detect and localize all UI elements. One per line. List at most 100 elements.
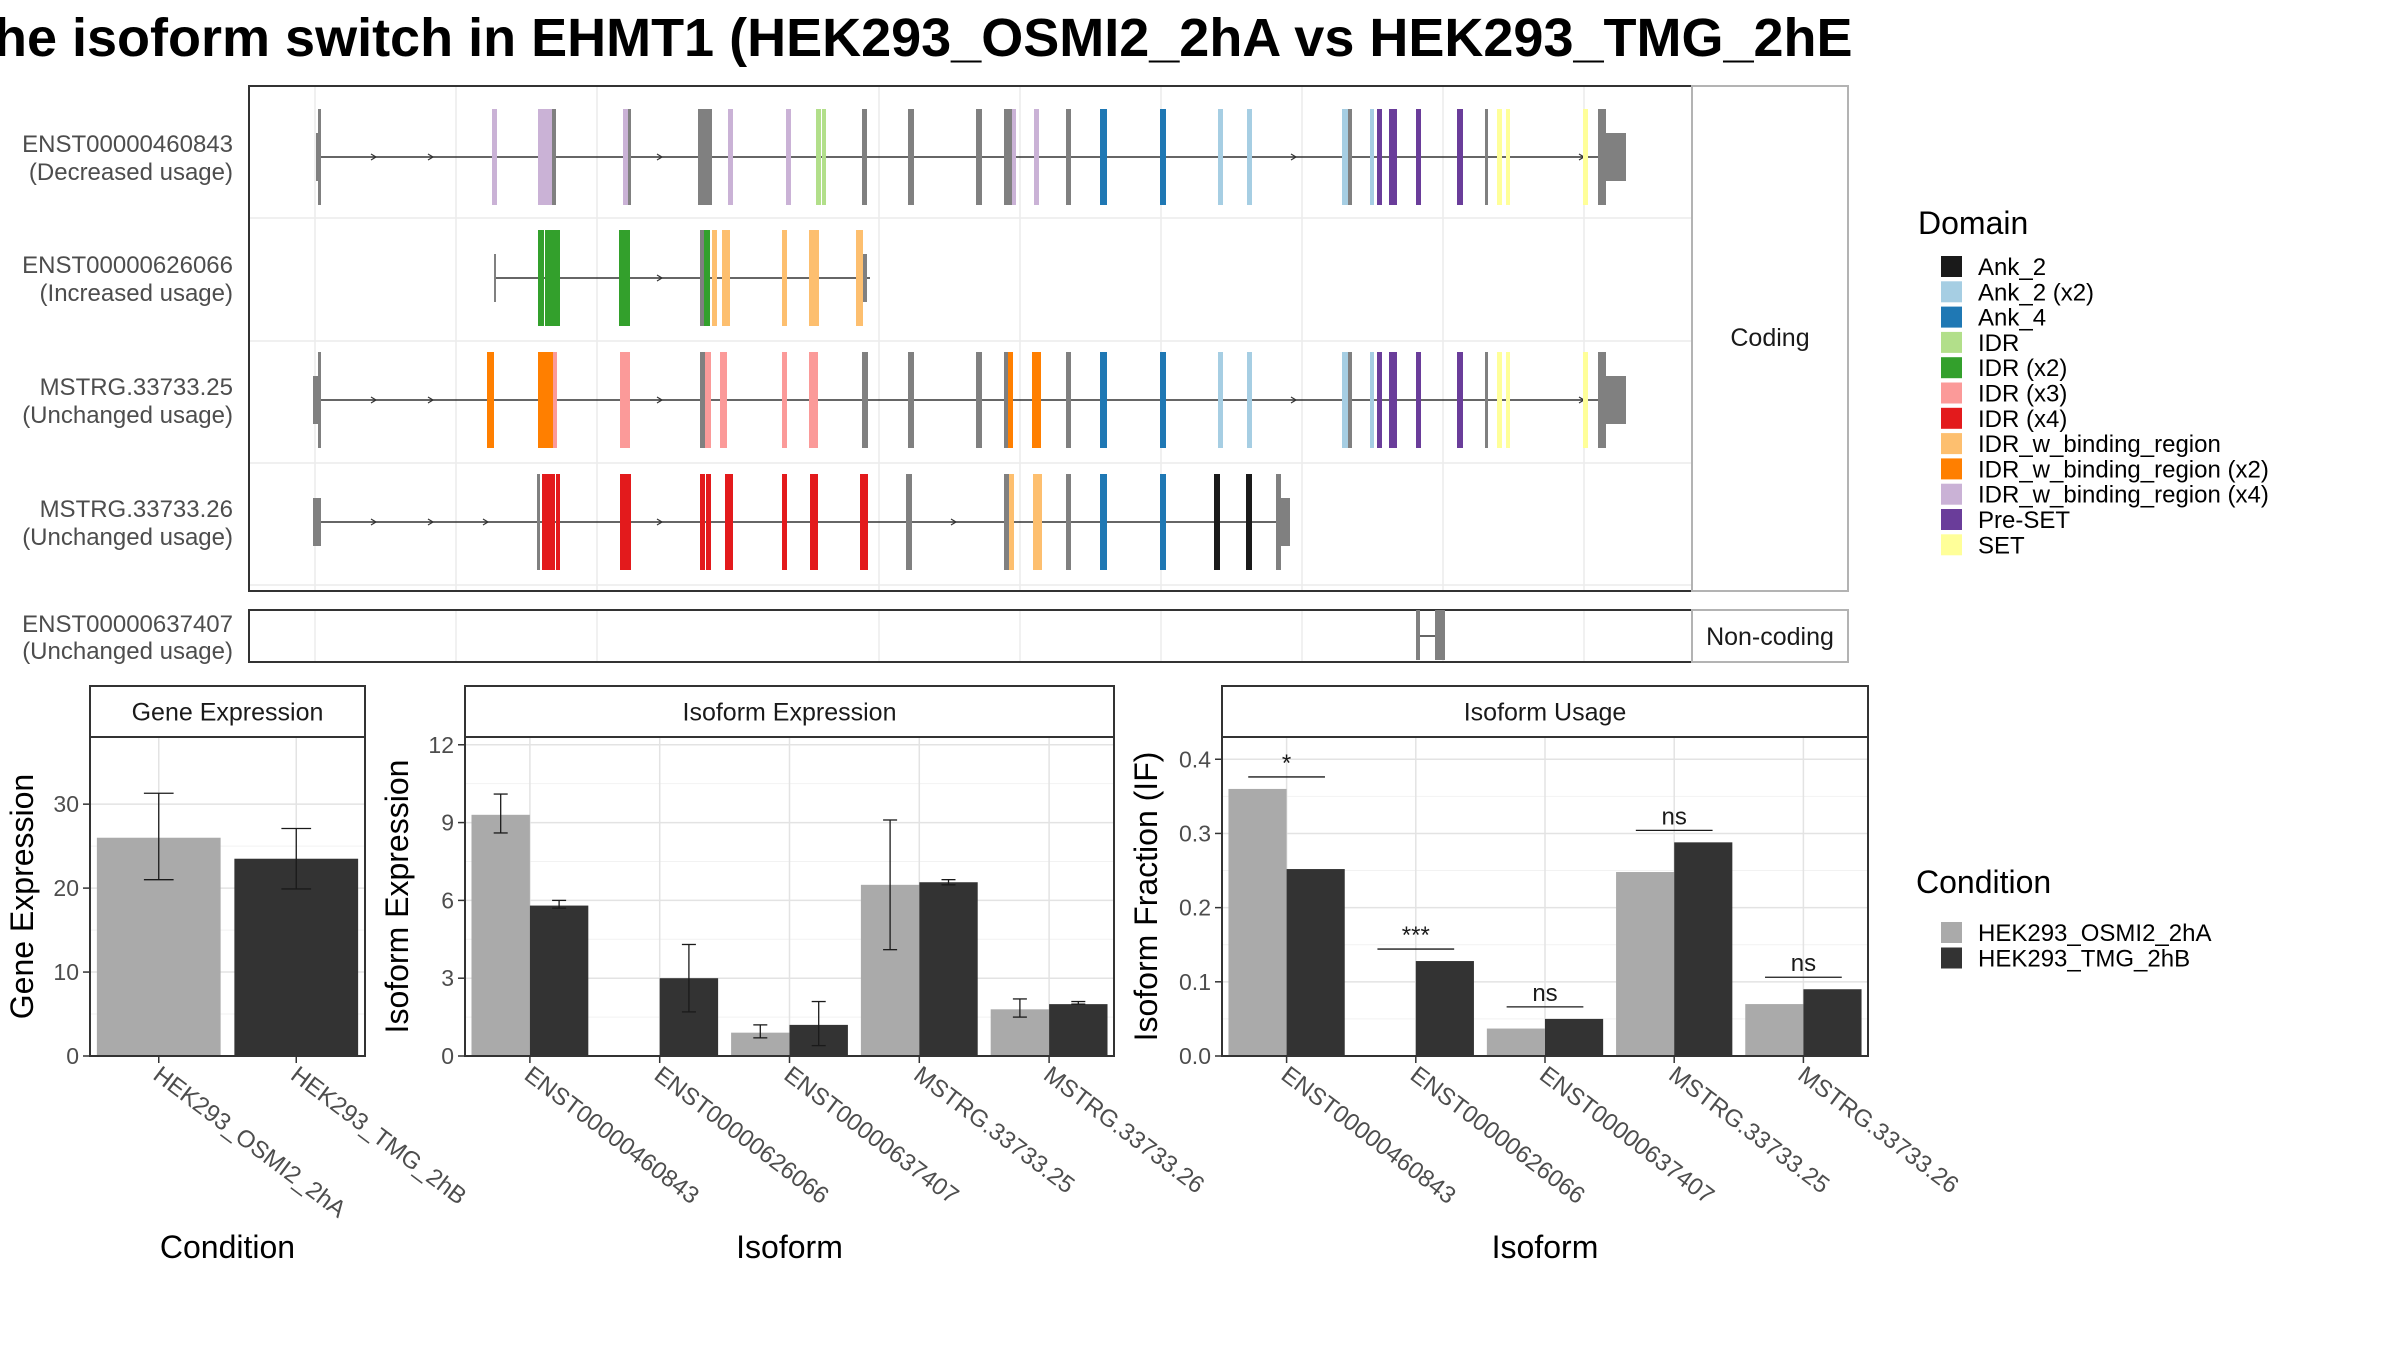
exon-block [318,352,321,448]
y-tick-label: 0.0 [1179,1043,1211,1069]
exon-block [542,474,555,570]
bar [529,905,589,1056]
y-tick-label: 20 [53,875,79,901]
exon-block [1276,474,1281,570]
strand-arrow [427,153,435,161]
x-axis-title: Condition [160,1229,295,1265]
exon-block [1416,352,1421,448]
strand-arrow [1290,153,1298,161]
strand-arrow [656,274,664,282]
legend-key-swatch [1941,433,1962,455]
exon-block [620,352,630,448]
legend-key-swatch [1941,534,1962,556]
exon-block [700,230,704,326]
bar [731,1032,790,1056]
exon-block [1100,474,1107,570]
y-tick-label: 6 [441,887,454,913]
exon-block [1066,474,1071,570]
strand-arrow [370,153,378,161]
exon-block [976,352,982,448]
exon-block [1066,109,1071,205]
exon-block [313,376,319,424]
transcript-tracks [313,109,1626,660]
exon-block [863,254,867,302]
exon-block [1389,352,1397,448]
transcript-track [313,352,1626,448]
legend-key-swatch [1941,281,1962,303]
exon-block [628,109,631,205]
legend-key-swatch [1941,382,1962,404]
exon-block [786,109,791,205]
exon-block [1218,352,1223,448]
legend-key-label: Pre-SET [1978,507,2070,534]
transcript-structure-panel: Coding Non-coding ENST00000460843 (Decre… [22,85,1849,665]
exon-block [712,230,717,326]
legend-key-swatch [1941,947,1962,969]
legend-key-swatch [1941,306,1962,328]
coding-panel-frame [248,85,1693,592]
legend-key-label: HEK293_TMG_2hB [1978,946,2190,973]
exon-block [706,474,711,570]
isoform-label-usage: (Decreased usage) [29,159,233,186]
exon-block [1457,352,1463,448]
y-tick-label: 0 [441,1043,454,1069]
legend-key-swatch [1941,509,1962,530]
exon-block [545,230,560,326]
y-tick-label: 0.2 [1179,895,1211,921]
panel-2: Isoform Usage****nsnsns0.00.10.20.30.4EN… [1128,685,1964,1265]
exon-block [908,352,914,448]
bar [1049,1004,1108,1056]
bar [1803,989,1862,1056]
y-tick-label: 10 [53,959,79,985]
exon-block [816,109,821,205]
strand-arrow [1290,396,1298,404]
exon-block [313,498,321,546]
strand-arrow [656,396,664,404]
strand-arrow [950,518,958,526]
legend-key-swatch [1941,483,1962,505]
exon-block [1583,109,1588,205]
isoform-label-usage: (Increased usage) [40,280,233,307]
noncoding-strip [1691,609,1849,663]
exon-block [1214,474,1220,570]
exon-block [862,109,867,205]
significance-label: *** [1402,922,1430,949]
legend-key-label: IDR (x4) [1978,406,2067,433]
exon-block [1348,109,1352,205]
isoform-label-id: ENST00000460843 [22,131,233,158]
panel-1: Isoform Expression036912ENST00000460843E… [379,685,1209,1265]
isoform-label-usage: (Unchanged usage) [22,524,233,551]
exon-block [494,254,496,302]
significance-label: * [1282,750,1291,777]
exon-block [1506,109,1510,205]
exon-block [782,474,787,570]
y-axis-title: Gene Expression [4,774,40,1019]
exon-block [1160,352,1166,448]
exon-block [1033,474,1042,570]
exon-block [492,109,497,205]
exon-block [1606,133,1626,181]
isoform-label-id: ENST00000626066 [22,252,233,279]
legend-key-label: IDR_w_binding_region (x2) [1978,456,2269,483]
legend-key-swatch [1941,256,1962,277]
isoform-label-usage: (Unchanged usage) [22,638,233,665]
x-axis-title: Isoform [736,1229,843,1265]
exon-block [862,352,868,448]
exon-block [1485,352,1488,448]
legend-key-swatch [1941,922,1962,943]
exon-block [1247,352,1252,448]
panel-strip [1221,685,1869,738]
legend-key-label: IDR (x2) [1978,355,2067,382]
strand-arrow [370,518,378,526]
bar [471,814,530,1056]
bar [1286,869,1345,1056]
coding-strip-label: Coding [1730,324,1809,352]
exon-block [976,109,982,205]
exon-block [1032,352,1041,448]
exon-block [1280,498,1290,546]
strand-arrow [370,396,378,404]
exon-block [908,109,914,205]
exon-block [1004,474,1010,570]
